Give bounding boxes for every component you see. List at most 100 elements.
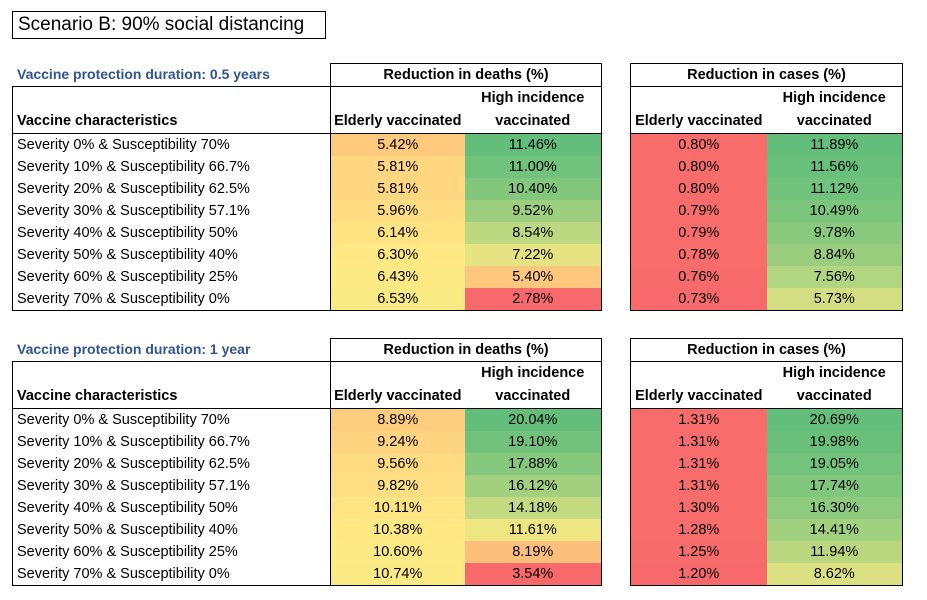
row-label: Severity 10% & Susceptibility 66.7% bbox=[12, 431, 331, 453]
table-row: 1.31% 19.05% bbox=[630, 453, 903, 475]
table-row: 1.30% 16.30% bbox=[630, 497, 903, 519]
table-row: Severity 10% & Susceptibility 66.7% 9.24%… bbox=[12, 431, 602, 453]
table-row: Severity 0% & Susceptibility 70% 8.89% 20.… bbox=[12, 408, 602, 431]
cases-high-cell: 8.84% bbox=[766, 244, 903, 266]
cases-elderly-cell: 1.25% bbox=[630, 541, 767, 563]
section-title: Vaccine protection duration: 0.5 years bbox=[17, 66, 270, 82]
col-elderly-header: Elderly vaccinated bbox=[330, 110, 465, 134]
table-row: 1.31% 20.69% bbox=[630, 408, 903, 431]
table-row: 0.80% 11.89% bbox=[630, 133, 903, 156]
table-row: 0.78% 8.84% bbox=[630, 244, 903, 266]
col-elderly-header: Elderly vaccinated bbox=[630, 385, 767, 409]
deaths-table: Reduction in deaths (%) High incidence Vac… bbox=[12, 338, 602, 586]
deaths-table: Reduction in deaths (%) High incidence Vac… bbox=[12, 63, 602, 311]
col-high-incidence-header-2: vaccinated bbox=[464, 385, 602, 409]
table-row: 0.76% 7.56% bbox=[630, 266, 903, 288]
deaths-elderly-cell: 10.11% bbox=[330, 497, 465, 519]
table-row: 1.28% 14.41% bbox=[630, 519, 903, 541]
deaths-high-cell: 3.54% bbox=[464, 563, 602, 586]
cases-high-cell: 9.78% bbox=[766, 222, 903, 244]
row-label: Severity 70% & Susceptibility 0% bbox=[12, 288, 331, 311]
deaths-high-cell: 19.10% bbox=[464, 431, 602, 453]
cases-elderly-cell: 0.76% bbox=[630, 266, 767, 288]
col-elderly-header: Elderly vaccinated bbox=[330, 385, 465, 409]
col-high-incidence-header-2: vaccinated bbox=[766, 110, 903, 134]
table-row: Severity 10% & Susceptibility 66.7% 5.81%… bbox=[12, 156, 602, 178]
cases-high-cell: 20.69% bbox=[766, 408, 903, 431]
col-high-incidence-header-2: vaccinated bbox=[766, 385, 903, 409]
cases-elderly-cell: 1.31% bbox=[630, 408, 767, 431]
deaths-elderly-cell: 6.43% bbox=[330, 266, 465, 288]
cases-elderly-cell: 0.79% bbox=[630, 222, 767, 244]
row-label: Severity 0% & Susceptibility 70% bbox=[12, 408, 331, 431]
cases-elderly-cell: 0.80% bbox=[630, 156, 767, 178]
cases-header: Reduction in cases (%) bbox=[630, 338, 903, 362]
col-elderly-header: Elderly vaccinated bbox=[630, 110, 767, 134]
table-row: 0.73% 5.73% bbox=[630, 288, 903, 311]
cases-elderly-cell: 0.79% bbox=[630, 200, 767, 222]
deaths-high-cell: 8.19% bbox=[464, 541, 602, 563]
cases-elderly-cell: 1.30% bbox=[630, 497, 767, 519]
table-row: Severity 0% & Susceptibility 70% 5.42% 11.… bbox=[12, 133, 602, 156]
table-row: Severity 50% & Susceptibility 40% 6.30% 7.… bbox=[12, 244, 602, 266]
cases-elderly-cell: 0.73% bbox=[630, 288, 767, 311]
deaths-elderly-cell: 8.89% bbox=[330, 408, 465, 431]
cases-high-cell: 16.30% bbox=[766, 497, 903, 519]
deaths-high-cell: 7.22% bbox=[464, 244, 602, 266]
cases-elderly-cell: 1.31% bbox=[630, 475, 767, 497]
cases-high-cell: 19.98% bbox=[766, 431, 903, 453]
table-row: Severity 30% & Susceptibility 57.1% 9.82%… bbox=[12, 475, 602, 497]
deaths-elderly-cell: 5.81% bbox=[330, 156, 465, 178]
row-label: Severity 10% & Susceptibility 66.7% bbox=[12, 156, 331, 178]
row-label: Severity 50% & Susceptibility 40% bbox=[12, 519, 331, 541]
deaths-high-cell: 17.88% bbox=[464, 453, 602, 475]
table-row: 0.80% 11.12% bbox=[630, 178, 903, 200]
cases-elderly-cell: 0.80% bbox=[630, 178, 767, 200]
deaths-elderly-cell: 9.56% bbox=[330, 453, 465, 475]
row-label: Severity 0% & Susceptibility 70% bbox=[12, 133, 331, 156]
table-row: Severity 20% & Susceptibility 62.5% 9.56%… bbox=[12, 453, 602, 475]
table-row: 0.79% 10.49% bbox=[630, 200, 903, 222]
table-row: 1.20% 8.62% bbox=[630, 563, 903, 586]
row-label: Severity 30% & Susceptibility 57.1% bbox=[12, 475, 331, 497]
row-label: Severity 20% & Susceptibility 62.5% bbox=[12, 178, 331, 200]
cases-table: Reduction in cases (%) High incidence Elde… bbox=[630, 63, 903, 311]
cases-high-cell: 11.56% bbox=[766, 156, 903, 178]
col-high-incidence-header: High incidence bbox=[464, 86, 602, 110]
cases-header: Reduction in cases (%) bbox=[630, 63, 903, 87]
table-row: 1.31% 19.98% bbox=[630, 431, 903, 453]
cases-elderly-cell: 0.80% bbox=[630, 133, 767, 156]
row-label: Severity 60% & Susceptibility 25% bbox=[12, 541, 331, 563]
deaths-elderly-cell: 10.60% bbox=[330, 541, 465, 563]
col-high-incidence-header: High incidence bbox=[766, 86, 903, 110]
cases-high-cell: 8.62% bbox=[766, 563, 903, 586]
deaths-high-cell: 20.04% bbox=[464, 408, 602, 431]
deaths-header: Reduction in deaths (%) bbox=[330, 338, 602, 362]
col-high-incidence-header: High incidence bbox=[766, 361, 903, 385]
row-label: Severity 60% & Susceptibility 25% bbox=[12, 266, 331, 288]
table-row: Severity 70% & Susceptibility 0% 6.53% 2.7… bbox=[12, 288, 602, 311]
table-row: 1.25% 11.94% bbox=[630, 541, 903, 563]
deaths-high-cell: 11.00% bbox=[464, 156, 602, 178]
table-row: Severity 50% & Susceptibility 40% 10.38% 1… bbox=[12, 519, 602, 541]
deaths-elderly-cell: 6.14% bbox=[330, 222, 465, 244]
section-title: Vaccine protection duration: 1 year bbox=[17, 341, 251, 357]
table-row: 1.31% 17.74% bbox=[630, 475, 903, 497]
deaths-high-cell: 16.12% bbox=[464, 475, 602, 497]
cases-elderly-cell: 0.78% bbox=[630, 244, 767, 266]
cases-table: Reduction in cases (%) High incidence Elde… bbox=[630, 338, 903, 586]
cases-high-cell: 17.74% bbox=[766, 475, 903, 497]
col-high-incidence-header: High incidence bbox=[464, 361, 602, 385]
deaths-elderly-cell: 5.81% bbox=[330, 178, 465, 200]
deaths-high-cell: 9.52% bbox=[464, 200, 602, 222]
deaths-elderly-cell: 5.96% bbox=[330, 200, 465, 222]
cases-elderly-cell: 1.31% bbox=[630, 453, 767, 475]
page-title: Scenario B: 90% social distancing bbox=[12, 11, 326, 39]
table-row: Severity 60% & Susceptibility 25% 10.60% 8… bbox=[12, 541, 602, 563]
deaths-high-cell: 10.40% bbox=[464, 178, 602, 200]
deaths-high-cell: 5.40% bbox=[464, 266, 602, 288]
col-characteristics-header: Vaccine characteristics bbox=[12, 385, 331, 409]
table-row: Severity 70% & Susceptibility 0% 10.74% 3.… bbox=[12, 563, 602, 586]
table-row: Severity 40% & Susceptibility 50% 10.11% 1… bbox=[12, 497, 602, 519]
cases-elderly-cell: 1.31% bbox=[630, 431, 767, 453]
